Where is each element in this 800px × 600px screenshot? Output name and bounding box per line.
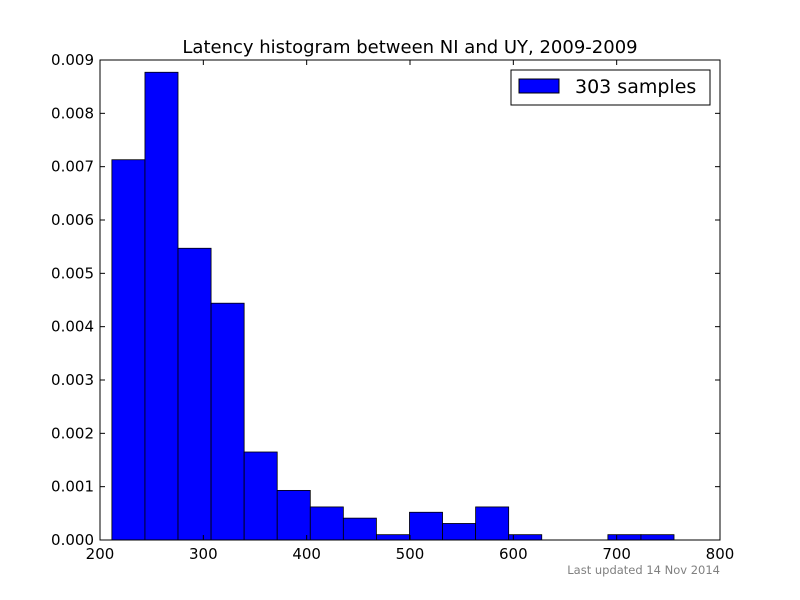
histogram-bar [144,71,179,541]
x-tick-label: 400 [292,545,321,563]
histogram-bar [210,302,245,541]
histogram-bar [309,506,344,541]
histogram-bars [111,71,675,541]
y-tick-label: 0.007 [51,158,94,176]
x-tick-label: 200 [86,545,115,563]
histogram-bar [640,534,675,541]
x-tick-label: 800 [706,545,735,563]
y-tick-label: 0.009 [51,51,94,69]
histogram-bar [376,534,410,541]
x-tick-label: 700 [602,545,631,563]
chart-title: Latency histogram between NI and UY, 200… [182,37,637,58]
histogram-bar [475,506,510,541]
histogram-bar [111,159,146,541]
histogram-bar [177,247,212,541]
y-tick-label: 0.003 [51,371,94,389]
y-tick-label: 0.002 [51,424,94,442]
histogram-bar [442,523,477,541]
histogram-bar [276,489,311,541]
histogram-bar [342,517,377,541]
x-tick-label: 600 [499,545,528,563]
last-updated-note: Last updated 14 Nov 2014 [567,563,720,577]
y-tick-label: 0.001 [51,478,94,496]
histogram-bar [607,534,642,541]
plot-frame [99,59,721,541]
legend-swatch [518,78,560,94]
axis-tick-labels: 200 300 400 500 600 700 800 0.000 0.001 0.002 0.00… [51,51,734,563]
y-tick-label: 0.006 [51,211,94,229]
histogram-bar [243,451,278,541]
x-tick-label: 300 [189,545,218,563]
legend-label: 303 samples [575,76,696,98]
y-tick-label: 0.004 [51,318,94,336]
y-tick-label: 0.000 [51,531,94,549]
y-tick-label: 0.008 [51,104,94,122]
legend: 303 samples [510,69,711,106]
y-tick-label: 0.005 [51,264,94,282]
histogram-bar [409,511,443,541]
x-tick-label: 500 [396,545,425,563]
